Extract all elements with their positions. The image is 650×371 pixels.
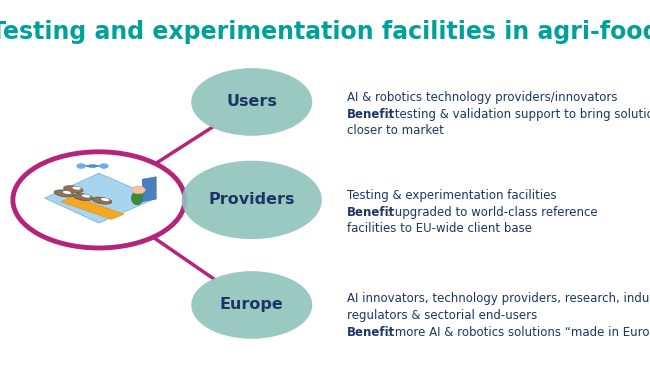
Circle shape — [99, 164, 109, 168]
Text: AI innovators, technology providers, research, industry,: AI innovators, technology providers, res… — [347, 292, 650, 305]
Text: : upgraded to world-class reference: : upgraded to world-class reference — [387, 206, 598, 219]
Text: Testing & experimentation facilities: Testing & experimentation facilities — [347, 189, 557, 202]
Text: : more AI & robotics solutions “made in Europe”: : more AI & robotics solutions “made in … — [387, 326, 650, 339]
Polygon shape — [45, 173, 156, 223]
Text: Benefit: Benefit — [347, 326, 396, 339]
Text: closer to market: closer to market — [347, 124, 444, 137]
Ellipse shape — [63, 191, 72, 194]
Ellipse shape — [101, 198, 109, 201]
Circle shape — [191, 271, 312, 339]
Ellipse shape — [72, 187, 81, 190]
Ellipse shape — [54, 190, 73, 197]
Text: facilities to EU-wide client base: facilities to EU-wide client base — [347, 222, 532, 235]
Text: Europe: Europe — [220, 298, 283, 312]
Circle shape — [181, 161, 322, 239]
Ellipse shape — [87, 165, 98, 167]
Text: Users: Users — [226, 95, 277, 109]
Ellipse shape — [73, 193, 93, 201]
Text: Benefit: Benefit — [347, 108, 396, 121]
Ellipse shape — [82, 194, 90, 198]
Text: Benefit: Benefit — [347, 206, 396, 219]
Text: regulators & sectorial end-users: regulators & sectorial end-users — [347, 309, 538, 322]
Ellipse shape — [131, 191, 143, 205]
Circle shape — [13, 152, 185, 248]
Circle shape — [191, 68, 312, 136]
Circle shape — [131, 186, 146, 194]
Polygon shape — [142, 177, 156, 202]
Text: Providers: Providers — [209, 193, 295, 207]
Text: : testing & validation support to bring solution: : testing & validation support to bring … — [387, 108, 650, 121]
Text: Testing and experimentation facilities in agri-food: Testing and experimentation facilities i… — [0, 20, 650, 44]
Ellipse shape — [64, 186, 83, 193]
Ellipse shape — [92, 197, 112, 204]
Polygon shape — [60, 196, 124, 220]
Text: AI & robotics technology providers/innovators: AI & robotics technology providers/innov… — [347, 91, 618, 104]
Circle shape — [77, 164, 86, 168]
